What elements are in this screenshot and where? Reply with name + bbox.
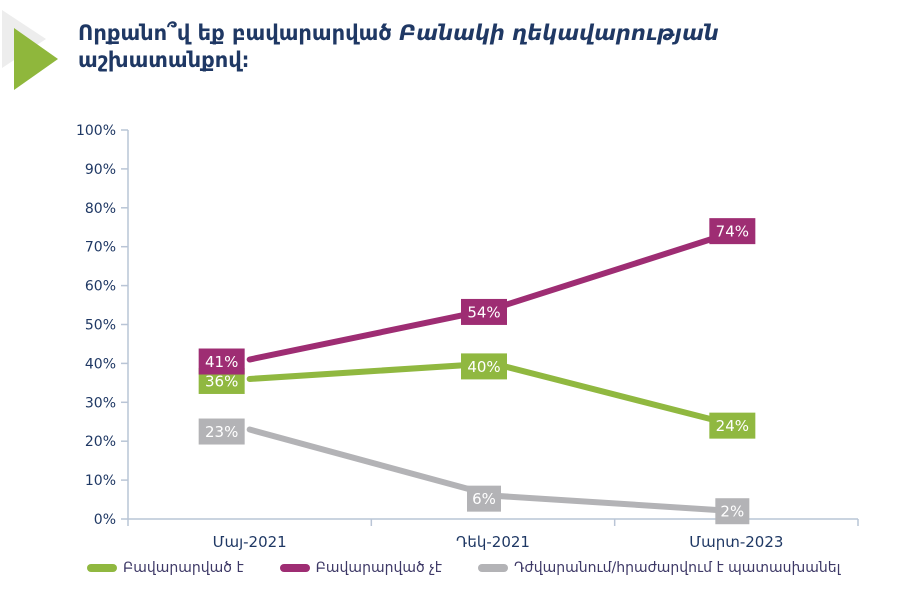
data-label-box (461, 298, 507, 325)
data-label-box (709, 218, 756, 245)
legend-swatch (478, 564, 508, 572)
series-line-1 (246, 228, 740, 363)
arrow-green-shape (14, 28, 58, 90)
data-label: 40% (467, 358, 500, 376)
data-label: 2% (720, 503, 744, 521)
legend-swatch (87, 564, 117, 572)
line-chart: 0% 10% 20% 30% 40% 50% 60% 70% 80% 90% 100% Մայ-202… (76, 123, 859, 551)
legend-item-2: Դժվարանում/հրաժարվում է պատասխանել (478, 560, 840, 576)
page-title-line2: աշխատանքով։ (78, 48, 250, 73)
data-label-box (709, 412, 756, 439)
legend-item-1: Բավարարված չէ (279, 560, 442, 576)
page-title: Որքանո՞վ եք բավարարված Բանակի ղեկավարութ… (78, 20, 798, 75)
chart-legend: Բավարարված է Բավարարված չէ Դժվարանում/հրաժ… (87, 560, 840, 576)
data-label: 74% (716, 223, 749, 241)
x-axis-label: Մայ-2021 (213, 533, 287, 551)
data-label-box (198, 348, 245, 375)
y-axis-label: 10% (85, 473, 116, 489)
y-axis-label: 0% (94, 512, 116, 528)
y-axis-label: 90% (85, 162, 116, 178)
y-axis-label: 80% (85, 201, 116, 217)
data-label-box (198, 418, 245, 445)
y-axis-label: 60% (85, 279, 116, 295)
legend-swatch (279, 564, 310, 572)
y-axis-label: 50% (85, 318, 116, 334)
data-label: 6% (472, 490, 496, 508)
title-italic: Բանակի ղեկավարության (399, 21, 719, 45)
legend-label: Բավարարված է (123, 560, 244, 576)
data-label: 23% (205, 423, 238, 441)
legend-label: Դժվարանում/հրաժարվում է պատասխանել (514, 560, 841, 576)
data-label-box (461, 353, 507, 380)
data-label: 24% (716, 417, 749, 435)
data-label: 54% (467, 303, 500, 321)
y-axis-label: 20% (85, 434, 116, 450)
title-regular: Որքանո՞վ եք բավարարված (78, 21, 400, 45)
data-label: 41% (205, 353, 238, 371)
x-axis-label: Դեկ-2021 (456, 533, 530, 551)
y-axis-label: 40% (85, 356, 116, 372)
x-axis-label: Մարտ-2023 (689, 533, 783, 551)
legend-label: Բավարարված չէ (315, 560, 442, 576)
data-label: 36% (205, 372, 238, 390)
page-title-line1: Որքանո՞վ եք բավարարված Բանակի ղեկավարութ… (78, 20, 798, 47)
y-axis-label: 100% (76, 123, 116, 139)
y-axis-label: 70% (85, 240, 116, 256)
y-axis-label: 30% (85, 395, 116, 411)
arrow-icon (2, 10, 58, 90)
legend-item-0: Բավարարված է (87, 560, 244, 576)
data-label-box (715, 498, 750, 525)
data-label-box (467, 485, 501, 512)
